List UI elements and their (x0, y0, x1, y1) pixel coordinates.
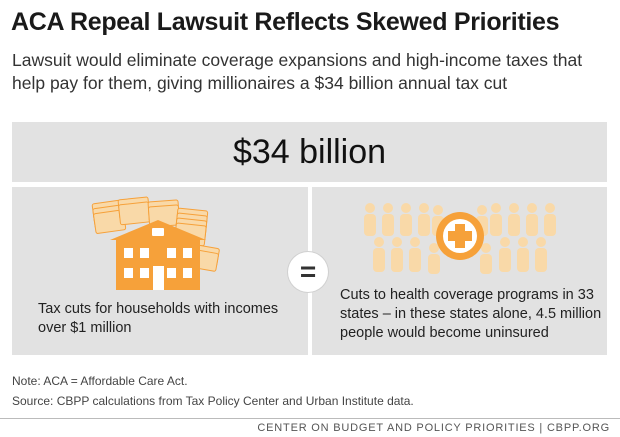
footer-credit: CENTER ON BUDGET AND POLICY PRIORITIES |… (257, 422, 610, 434)
house-icon (110, 220, 206, 290)
people-crowd-icon (364, 203, 556, 274)
money-stack-icon (91, 196, 220, 272)
page-subtitle: Lawsuit would eliminate coverage expansi… (12, 50, 583, 93)
source-text: Source: CBPP calculations from Tax Polic… (12, 394, 414, 408)
note-text: Note: ACA = Affordable Care Act. (12, 374, 188, 388)
footer-bar: CENTER ON BUDGET AND POLICY PRIORITIES |… (0, 418, 620, 437)
amount-value: $34 billion (232, 132, 387, 171)
equals-sign: = (288, 252, 328, 292)
people-crowd-illustration (364, 203, 556, 274)
coverage-cut-caption: Cuts to health coverage programs in 33 s… (340, 287, 602, 341)
amount-panel: $34 billion (12, 122, 607, 182)
page-title: ACA Repeal Lawsuit Reflects Skewed Prior… (11, 8, 560, 36)
house-money-illustration (91, 196, 220, 290)
medical-cross-icon (436, 212, 484, 260)
tax-cut-caption: Tax cuts for households with incomes ove… (38, 301, 279, 336)
